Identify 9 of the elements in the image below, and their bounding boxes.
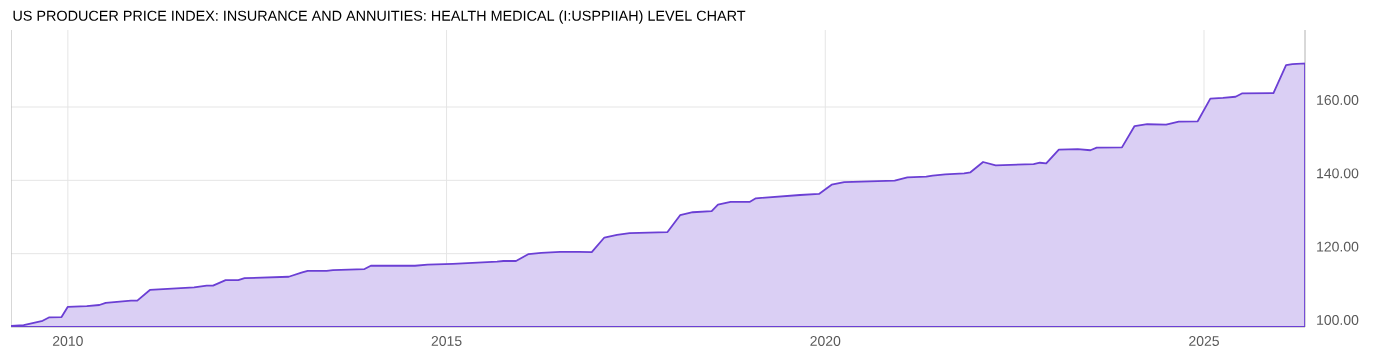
- x-tick-label: 2020: [810, 336, 841, 346]
- y-tick-label: 160.00: [1317, 95, 1359, 105]
- y-tick-label: 140.00: [1317, 168, 1359, 179]
- x-tick-label: 2010: [52, 336, 83, 346]
- y-tick-label: 100.00: [1317, 315, 1359, 325]
- x-tick-label: 2025: [1189, 336, 1219, 346]
- chart-title: US PRODUCER PRICE INDEX: INSURANCE AND ANNUITIES: HEALTH MEDICAL (I:USPPIIAH) LEVEL CHART: [13, 10, 746, 24]
- x-tick-label: 2015: [431, 336, 462, 346]
- y-tick-label: 120.00: [1317, 241, 1359, 252]
